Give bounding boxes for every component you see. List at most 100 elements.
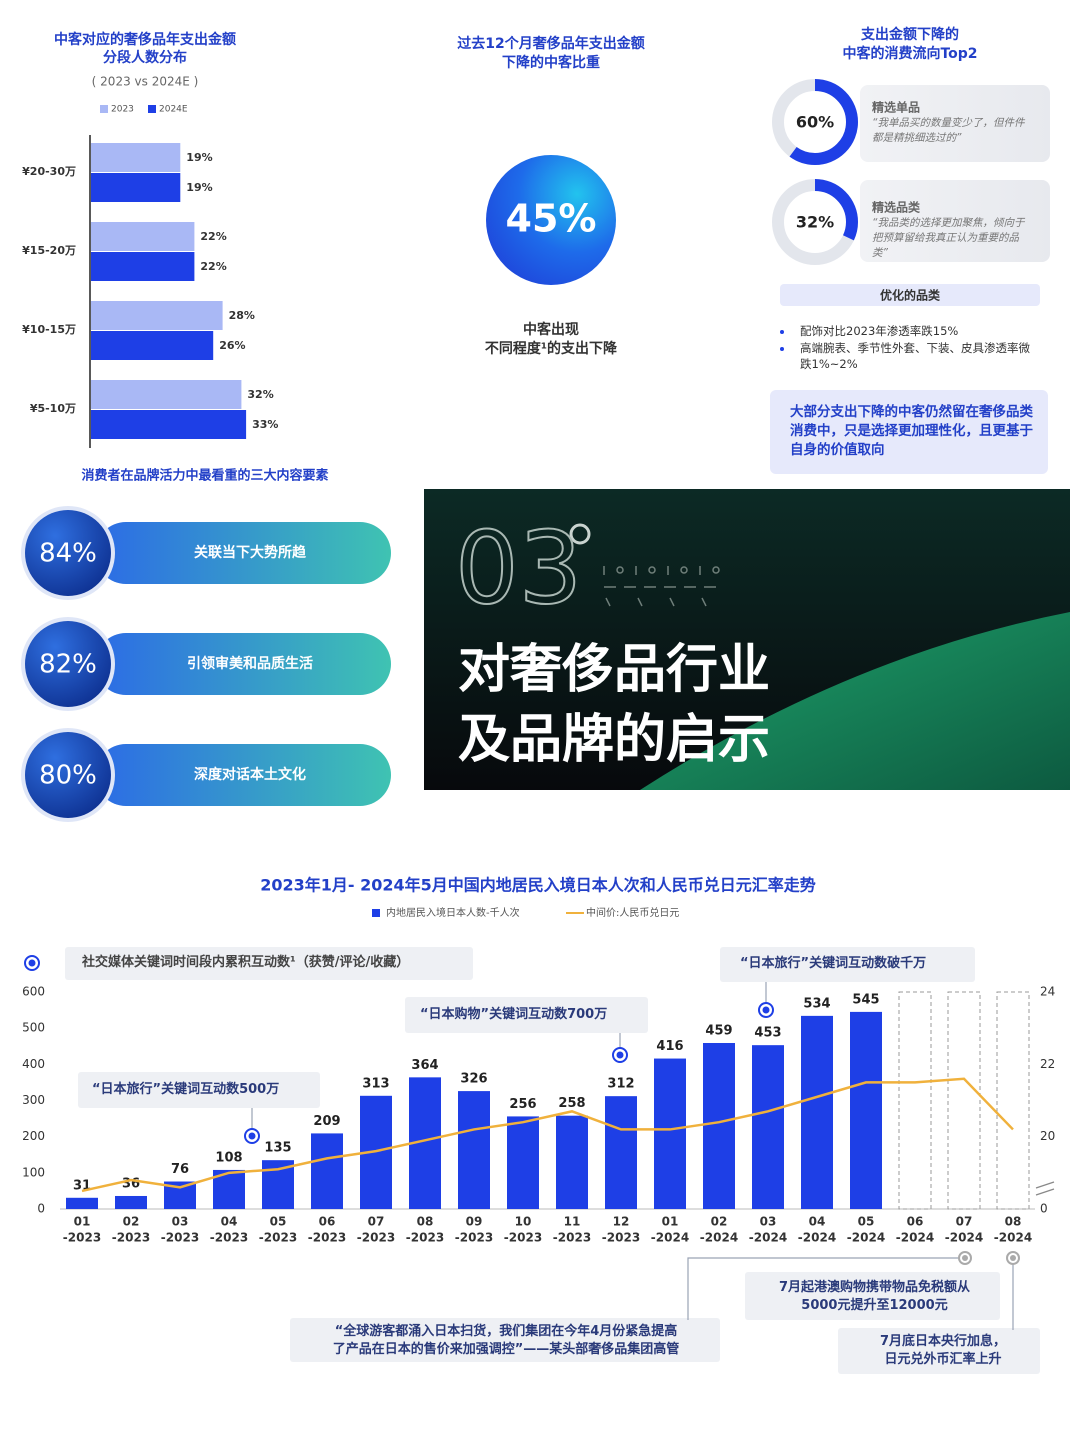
bullet-text: 配饰对比2023年渗透率跌15% — [800, 324, 959, 338]
y-tick-label: 300 — [22, 1093, 45, 1107]
data-label: 31 — [73, 1178, 91, 1193]
x-tick-label: 05 — [270, 1215, 287, 1229]
data-label: 32% — [247, 388, 273, 401]
x-tick-label: 11 — [564, 1215, 581, 1229]
ring-label: 60% — [796, 113, 834, 132]
data-label: 28% — [229, 309, 255, 322]
x-tick-label: 08 — [1005, 1215, 1022, 1229]
item-title: 精选品类 — [872, 200, 921, 215]
pill-label: 引领审美和品质生活 — [187, 655, 313, 672]
conclusion-bg — [770, 390, 1048, 474]
data-label: 33% — [252, 418, 278, 431]
conclusion: 大部分支出下降的中客仍然留在奢侈品类消费中，只是选择更加理性化，且更基于自身的价… — [790, 404, 1033, 458]
x-tick-label: 10 — [515, 1215, 532, 1229]
x-tick-label: -2024 — [994, 1231, 1032, 1245]
x-tick-label: 02 — [123, 1215, 140, 1229]
x-tick-label: 01 — [662, 1215, 679, 1229]
bar — [654, 1058, 686, 1209]
bullet — [780, 330, 784, 334]
chart-subtitle: ( 2023 vs 2024E ) — [92, 75, 199, 89]
y2-tick-label: 24 — [1040, 985, 1055, 999]
x-tick-label: -2024 — [896, 1231, 934, 1245]
pill — [95, 744, 391, 806]
chart-title: 中客对应的奢侈品年支出金额 — [54, 31, 236, 48]
annotation: 了产品在日本的售价来加强调控”——某头部奢侈品集团高管 — [332, 1342, 680, 1357]
dot-pattern — [603, 566, 720, 607]
legend-swatch — [148, 105, 156, 113]
x-tick-label: 04 — [221, 1215, 238, 1229]
y2-tick-label: 20 — [1040, 1129, 1055, 1143]
bullet — [780, 347, 784, 351]
panel-title: 消费者在品牌活力中最看重的三大内容要素 — [81, 468, 328, 484]
y-tick-label: 600 — [22, 985, 45, 999]
data-label: 76 — [171, 1162, 189, 1177]
bar — [66, 1197, 98, 1209]
x-tick-label: 06 — [907, 1215, 924, 1229]
caption: 不同程度¹的支出下降 — [485, 340, 618, 357]
annotation: 日元兑外币汇率上升 — [884, 1352, 1002, 1367]
bar — [311, 1133, 343, 1209]
panel-title: 过去12个月奢侈品年支出金额 — [457, 35, 644, 52]
data-label: 453 — [754, 1026, 781, 1041]
x-tick-label: -2023 — [406, 1231, 444, 1245]
x-tick-label: 06 — [319, 1215, 336, 1229]
pill-label: 深度对话本土文化 — [194, 766, 306, 783]
section-heading: 对奢侈品行业 — [458, 640, 770, 700]
chart-title: 2023年1月- 2024年5月中国内地居民入境日本人次和人民币兑日元汇率走势 — [260, 876, 816, 895]
big-value: 45% — [506, 197, 597, 241]
placeholder-bar — [898, 991, 932, 1210]
item-quote: “我单品买的数量变少了，但件件都是精挑细选过的” — [872, 117, 1025, 144]
pill-label: 关联当下大势所趋 — [194, 544, 307, 561]
data-label: 135 — [264, 1141, 291, 1156]
y-tick-label: ¥5-10万 — [30, 402, 76, 415]
percent: 80% — [39, 761, 97, 791]
panel-title: 支出金额下降的 — [860, 26, 959, 43]
y-tick-label: ¥15-20万 — [22, 244, 76, 257]
legend-swatch — [100, 105, 108, 113]
x-tick-label: -2024 — [798, 1231, 836, 1245]
pill-circle — [25, 732, 111, 818]
data-label: 256 — [509, 1097, 536, 1112]
x-tick-label: 07 — [956, 1215, 973, 1229]
y-tick-label: ¥10-15万 — [22, 323, 76, 336]
bar — [91, 301, 223, 330]
y2-tick-label: 0 — [1040, 1202, 1048, 1216]
bar — [507, 1116, 539, 1209]
x-tick-label: 03 — [760, 1215, 777, 1229]
data-label: 19% — [186, 181, 212, 194]
data-label: 108 — [215, 1150, 242, 1165]
card — [860, 85, 1050, 162]
legend-swatch — [372, 909, 380, 917]
bar — [752, 1045, 784, 1209]
x-tick-label: -2023 — [308, 1231, 346, 1245]
degree-mark — [569, 523, 591, 545]
x-tick-label: -2024 — [749, 1231, 787, 1245]
bar — [91, 331, 214, 360]
annotation: 7月底日本央行加息， — [879, 1334, 1007, 1349]
y-tick-label: 100 — [22, 1165, 45, 1179]
axis-break — [1035, 1181, 1055, 1196]
percent: 82% — [39, 650, 97, 680]
subheading: 优化的品类 — [880, 288, 941, 303]
x-tick-label: -2023 — [504, 1231, 542, 1245]
bar — [801, 1015, 833, 1209]
bar — [458, 1091, 490, 1209]
card — [860, 180, 1050, 262]
data-label: 313 — [362, 1076, 389, 1091]
x-tick-label: -2023 — [210, 1231, 248, 1245]
y-tick-label: 200 — [22, 1129, 45, 1143]
bar — [115, 1195, 147, 1209]
data-label: 258 — [558, 1096, 585, 1111]
x-tick-label: 04 — [809, 1215, 826, 1229]
section-number: 03 — [455, 509, 582, 626]
ring-arc — [772, 179, 858, 265]
bar — [91, 380, 242, 409]
y-tick-label: 400 — [22, 1057, 45, 1071]
pill — [95, 522, 391, 584]
annotation: “日本旅行”关键词互动数500万 — [92, 1082, 280, 1097]
placeholder-bar — [996, 991, 1030, 1210]
placeholder-bar — [947, 991, 981, 1210]
data-label: 36 — [122, 1176, 140, 1191]
